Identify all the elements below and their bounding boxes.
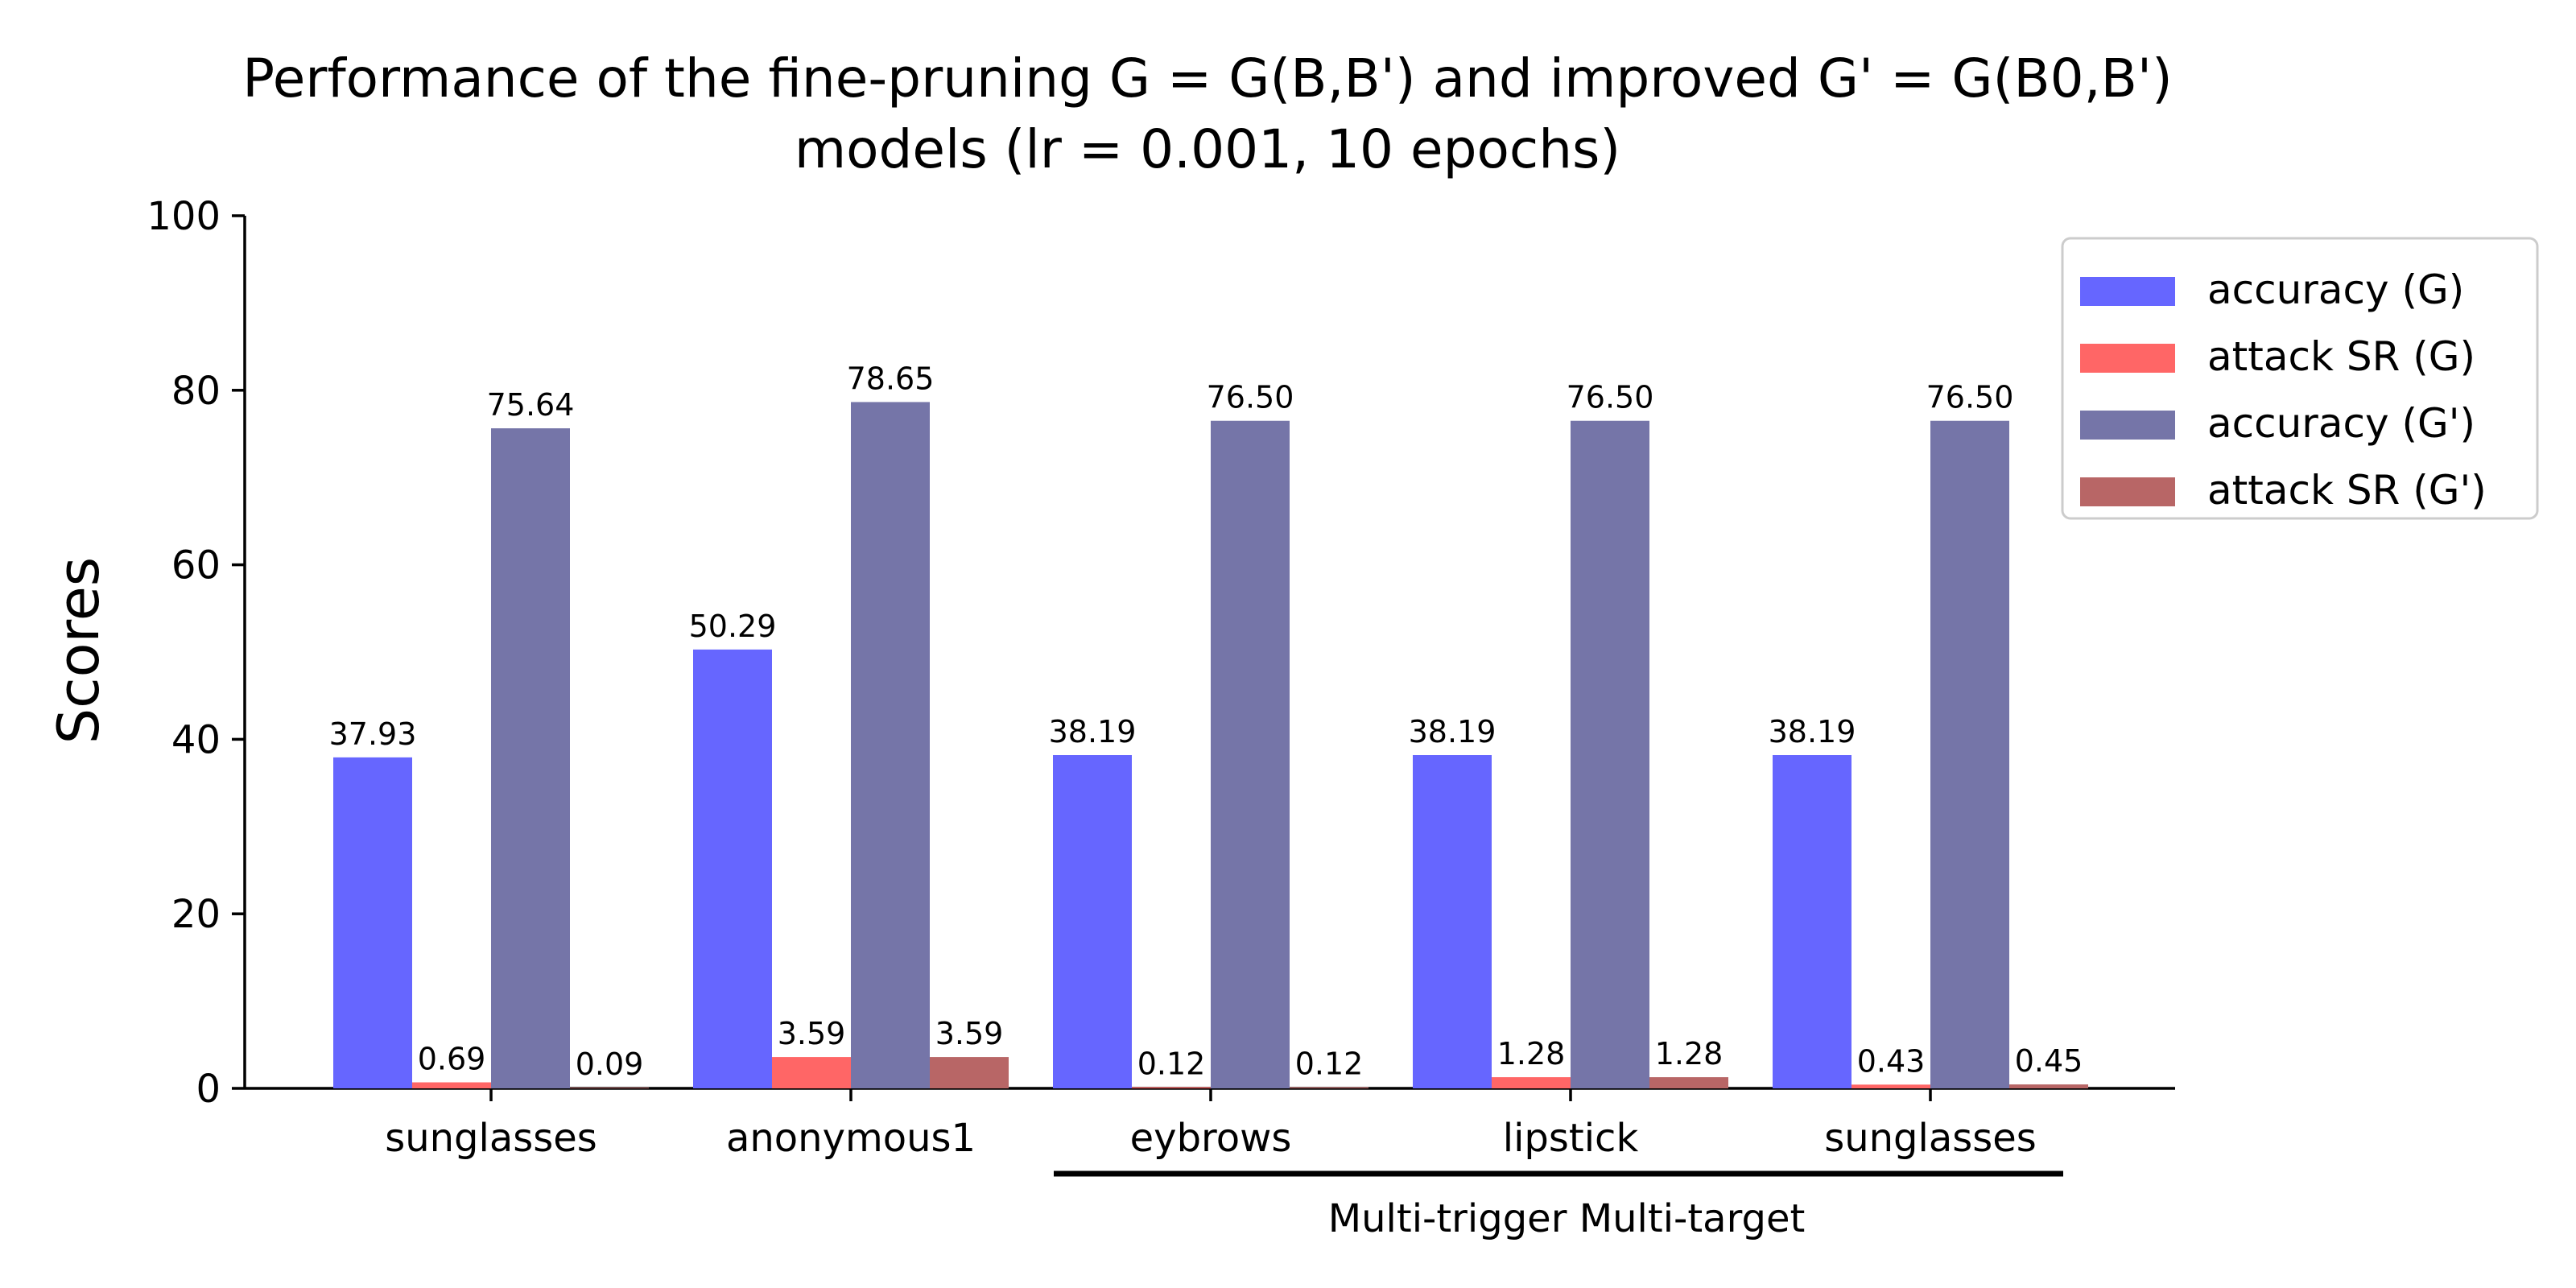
bar (693, 649, 772, 1088)
x-tick-label: lipstick (1503, 1116, 1639, 1161)
bar-value-label: 0.12 (1137, 1046, 1206, 1082)
bar (1492, 1077, 1571, 1088)
group-annotation-label: Multi-trigger Multi-target (1328, 1196, 1806, 1241)
x-tick-label: anonymous1 (726, 1116, 976, 1161)
bar-value-label: 76.50 (1207, 380, 1294, 415)
bar (1649, 1077, 1728, 1088)
bar (491, 428, 570, 1088)
y-tick-label: 80 (171, 369, 221, 414)
y-tick-label: 0 (196, 1067, 221, 1112)
bar-value-label: 0.45 (2015, 1043, 2083, 1079)
bar (1571, 420, 1649, 1088)
bar (412, 1082, 491, 1088)
bar-value-label: 76.50 (1926, 380, 2014, 415)
bar (930, 1057, 1009, 1088)
chart-title-line-1: Performance of the fine-pruning G = G(B,… (242, 47, 2173, 109)
legend-label: attack SR (G') (2207, 467, 2487, 514)
bar-value-label: 38.19 (1049, 714, 1137, 749)
legend-swatch (2080, 344, 2175, 373)
bar-value-label: 37.93 (329, 716, 417, 752)
chart-title-line-2: models (lr = 0.001, 10 epochs) (795, 118, 1620, 180)
bar-value-label: 0.09 (576, 1046, 644, 1082)
bar (333, 757, 412, 1088)
bar-value-label: 50.29 (689, 609, 777, 644)
legend-swatch (2080, 411, 2175, 440)
data-labels: 37.93 50.29 38.19 38.19 38.19 0.69 3.59 0.12 1.2… (329, 361, 2083, 1082)
bar (1773, 755, 1852, 1088)
bar-value-label: 1.28 (1497, 1036, 1566, 1071)
bar-value-label: 78.65 (847, 361, 935, 396)
bar (1211, 420, 1290, 1088)
x-axis-ticks: sunglasses anonymous1 eybrows lipstick sungl… (385, 1088, 2037, 1161)
bar (772, 1057, 851, 1088)
legend-box (2061, 237, 2539, 520)
y-tick-label: 100 (147, 194, 221, 239)
bar (851, 402, 930, 1089)
bar-value-label: 1.28 (1655, 1036, 1724, 1071)
bar-value-label: 3.59 (778, 1016, 846, 1051)
bar (1053, 755, 1132, 1088)
legend: accuracy (G) attack SR (G) accuracy (G') at… (2061, 237, 2539, 520)
y-axis-ticks: 0 20 40 60 80 100 (147, 194, 245, 1112)
y-tick-label: 20 (171, 892, 221, 937)
group-annotation: Multi-trigger Multi-target (1054, 1170, 2063, 1241)
x-tick-label: sunglasses (385, 1116, 597, 1161)
bar-value-label: 0.69 (418, 1042, 486, 1077)
x-tick-label: sunglasses (1824, 1116, 2037, 1161)
y-axis-label: Scores (46, 557, 112, 745)
legend-label: attack SR (G) (2207, 333, 2475, 380)
y-tick-label: 40 (171, 717, 221, 762)
chart-title: Performance of the fine-pruning G = G(B,… (242, 47, 2173, 180)
bar-value-label: 3.59 (935, 1016, 1004, 1051)
x-tick-label: eybrows (1130, 1116, 1292, 1161)
y-tick-label: 60 (171, 543, 221, 588)
bar-value-label: 75.64 (487, 387, 575, 423)
bar-value-label: 0.12 (1295, 1046, 1364, 1082)
bars (333, 402, 2088, 1089)
legend-swatch (2080, 277, 2175, 306)
bar-value-label: 38.19 (1769, 714, 1856, 749)
legend-swatch (2080, 477, 2175, 506)
bar-value-label: 76.50 (1567, 380, 1654, 415)
bar (1413, 755, 1492, 1088)
bar-value-label: 38.19 (1409, 714, 1496, 749)
bar (1930, 420, 2009, 1088)
legend-label: accuracy (G) (2207, 266, 2464, 313)
bar-value-label: 0.43 (1857, 1043, 1926, 1079)
legend-label: accuracy (G') (2207, 400, 2475, 447)
bar (1852, 1084, 1930, 1088)
bar (2009, 1084, 2088, 1088)
